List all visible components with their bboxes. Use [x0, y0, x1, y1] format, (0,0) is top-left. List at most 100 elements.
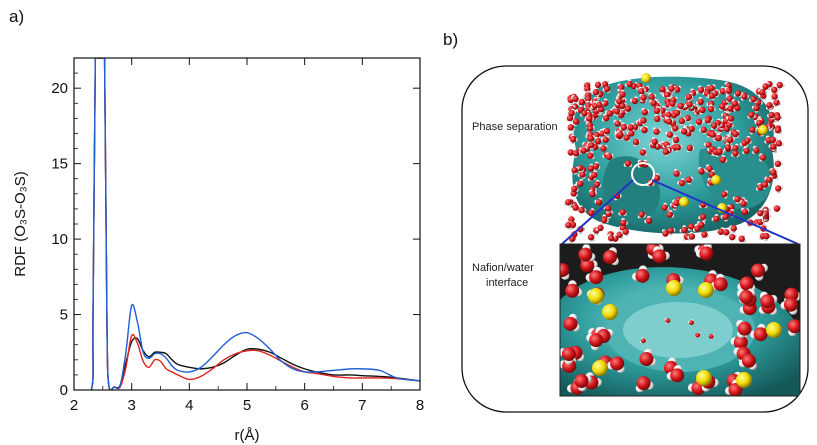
water-molecule: [684, 101, 694, 109]
water-molecule: [719, 155, 728, 163]
water-molecule: [730, 143, 739, 152]
water-molecule: [776, 81, 785, 90]
water-molecule: [613, 119, 622, 127]
water-molecule: [602, 247, 619, 266]
water-molecule: [759, 87, 768, 96]
water-molecule: [685, 92, 693, 101]
water-molecule: [762, 81, 770, 91]
x-tick-label: 7: [358, 397, 366, 414]
water-molecule: [725, 105, 734, 114]
water-molecule: [631, 265, 650, 283]
water-molecule: [607, 356, 625, 373]
x-tick-label: 6: [300, 397, 308, 414]
water-molecule: [599, 144, 608, 152]
water-molecule: [638, 86, 647, 95]
water-molecule: [659, 86, 668, 95]
water-molecule: [648, 92, 657, 101]
y-tick-label: 0: [60, 382, 68, 399]
water-molecule: [731, 99, 740, 107]
zoom-line-left: [561, 179, 634, 245]
water-molecule: [710, 122, 719, 131]
water-molecule: [687, 231, 696, 240]
water-molecule: [591, 89, 600, 97]
water-molecule: [766, 111, 775, 120]
water-molecule: [661, 202, 670, 211]
water-molecule: [673, 168, 682, 177]
water-molecule: [623, 133, 631, 142]
water-molecule: [669, 100, 678, 108]
y-tick-label: 10: [51, 231, 68, 248]
water-molecule: [747, 111, 756, 119]
water-molecule: [641, 107, 650, 116]
water-molecule: [672, 199, 680, 208]
water-molecule: [605, 152, 614, 160]
water-molecule: [626, 128, 635, 137]
water-molecule: [630, 96, 639, 105]
water-molecule: [666, 209, 675, 218]
water-molecule: [592, 161, 601, 170]
water-molecule: [738, 353, 757, 371]
sulfur-atom: [602, 304, 618, 320]
water-molecule: [617, 89, 626, 98]
water-molecule: [698, 213, 707, 222]
water-molecule: [698, 166, 707, 175]
water-molecule: [732, 129, 740, 139]
water-molecule: [593, 130, 601, 140]
water-molecule: [716, 146, 725, 155]
sulfur-atom: [758, 125, 768, 135]
water-molecule: [637, 211, 647, 219]
water-molecule: [615, 96, 623, 106]
water-molecule: [595, 100, 604, 108]
water-molecule: [672, 85, 682, 93]
water-molecule: [759, 153, 767, 162]
water-molecule: [579, 146, 588, 154]
water-molecule: [640, 337, 646, 344]
water-molecule: [594, 136, 603, 145]
water-molecule: [560, 346, 576, 365]
sulfur-atom: [592, 360, 608, 376]
water-molecule: [674, 144, 683, 153]
water-molecule: [649, 99, 658, 107]
water-molecule: [574, 373, 592, 392]
water-molecule: [703, 117, 711, 125]
sulfur-atom: [588, 288, 604, 304]
water-molecule: [632, 138, 641, 147]
water-molecule: [773, 126, 782, 135]
water-molecule: [560, 263, 570, 280]
water-molecule: [626, 122, 635, 131]
water-molecule: [787, 319, 800, 337]
water-molecule: [766, 101, 774, 110]
water-molecule: [724, 142, 733, 151]
water-molecule: [585, 266, 604, 285]
water-molecule: [720, 190, 729, 199]
water-molecule: [586, 125, 595, 134]
water-molecule: [729, 225, 738, 234]
water-molecule: [695, 332, 701, 339]
sulfur-atom: [711, 175, 721, 185]
sulfur-atom: [641, 73, 651, 83]
water-molecule: [757, 208, 765, 217]
water-molecule: [708, 84, 716, 93]
water-molecule: [571, 204, 580, 212]
water-molecule: [589, 189, 598, 198]
water-molecule: [571, 118, 580, 127]
water-molecule: [594, 197, 603, 206]
water-molecule: [718, 121, 727, 130]
sulfur-atom: [696, 370, 712, 386]
water-molecule: [711, 214, 720, 223]
water-molecule: [698, 106, 706, 115]
water-molecule: [664, 317, 671, 325]
water-molecule: [571, 184, 579, 193]
sulfur-atom: [679, 197, 689, 207]
water-molecule: [738, 234, 747, 243]
water-molecule: [635, 376, 654, 393]
water-molecule: [613, 108, 622, 116]
water-molecule: [771, 85, 779, 94]
water-molecule: [731, 150, 740, 158]
water-molecule: [685, 176, 694, 185]
x-tick-label: 2: [70, 397, 78, 414]
water-molecule: [774, 114, 783, 123]
water-molecule: [739, 199, 748, 207]
interface-label-line1: Nafion/water: [472, 262, 534, 274]
panel-a-label: a): [9, 7, 25, 26]
